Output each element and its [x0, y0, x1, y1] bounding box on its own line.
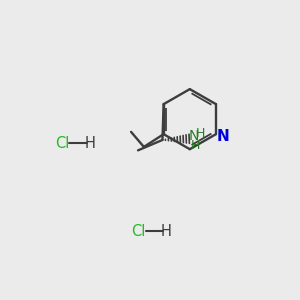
- Text: Cl: Cl: [131, 224, 146, 239]
- Text: H: H: [84, 136, 95, 151]
- Text: H: H: [191, 139, 200, 152]
- Text: H: H: [161, 224, 172, 239]
- Text: N: N: [217, 128, 229, 143]
- Text: N: N: [188, 129, 199, 143]
- Text: Cl: Cl: [55, 136, 69, 151]
- Text: H: H: [196, 127, 206, 140]
